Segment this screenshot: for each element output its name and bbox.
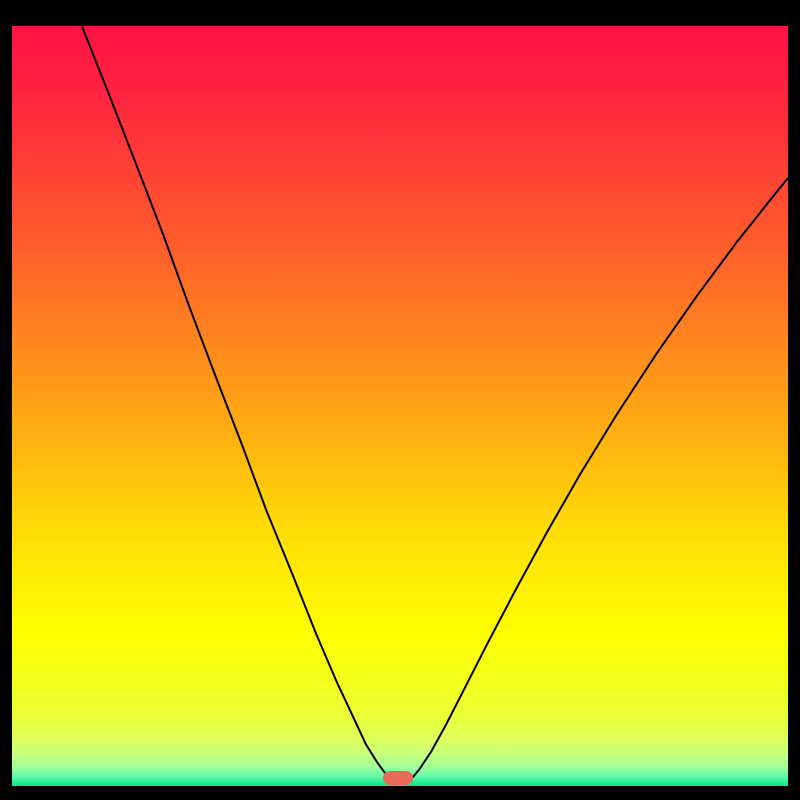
frame-left [0, 0, 12, 800]
gradient-background [12, 26, 788, 786]
plot-area [12, 26, 788, 786]
frame-bottom [0, 786, 800, 800]
frame-right [788, 0, 800, 800]
bottleneck-curve [12, 26, 788, 786]
optimum-marker [383, 771, 413, 785]
frame-top [0, 0, 800, 26]
